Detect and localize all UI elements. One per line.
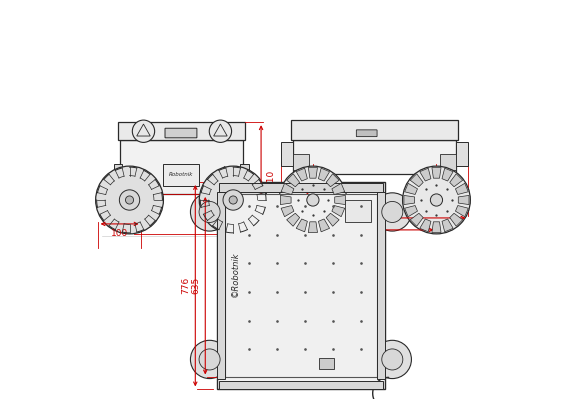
Polygon shape (450, 213, 463, 226)
Text: 100: 100 (111, 229, 128, 238)
Circle shape (382, 349, 403, 370)
Circle shape (96, 166, 164, 234)
Circle shape (279, 166, 347, 234)
Polygon shape (308, 222, 318, 232)
Circle shape (373, 340, 411, 378)
FancyBboxPatch shape (293, 140, 456, 174)
FancyBboxPatch shape (291, 120, 458, 140)
Polygon shape (410, 213, 423, 226)
Polygon shape (432, 222, 441, 232)
Text: 66: 66 (236, 208, 245, 220)
Polygon shape (332, 206, 345, 217)
Circle shape (190, 193, 229, 231)
Polygon shape (286, 213, 299, 226)
Text: 776: 776 (182, 277, 191, 294)
FancyBboxPatch shape (217, 182, 385, 389)
Circle shape (307, 194, 319, 206)
Circle shape (382, 202, 403, 222)
Text: Robotnik: Robotnik (169, 172, 194, 177)
Polygon shape (405, 183, 418, 194)
Polygon shape (286, 174, 299, 187)
Polygon shape (332, 183, 345, 194)
FancyBboxPatch shape (217, 192, 225, 379)
Text: Ø254: Ø254 (325, 206, 347, 215)
FancyBboxPatch shape (119, 140, 243, 194)
FancyBboxPatch shape (293, 154, 309, 170)
Polygon shape (432, 168, 441, 178)
FancyBboxPatch shape (114, 164, 122, 186)
FancyBboxPatch shape (225, 194, 377, 377)
Polygon shape (442, 168, 453, 181)
Polygon shape (281, 206, 294, 217)
Polygon shape (296, 168, 307, 181)
Polygon shape (456, 183, 468, 194)
FancyBboxPatch shape (241, 164, 249, 186)
FancyBboxPatch shape (345, 200, 371, 222)
Polygon shape (456, 206, 468, 217)
Circle shape (199, 349, 220, 370)
Polygon shape (335, 196, 345, 204)
Polygon shape (281, 183, 294, 194)
Polygon shape (458, 196, 469, 204)
Polygon shape (319, 168, 329, 181)
Polygon shape (280, 196, 291, 204)
FancyBboxPatch shape (377, 192, 385, 379)
Circle shape (119, 190, 140, 210)
FancyBboxPatch shape (165, 128, 197, 138)
FancyBboxPatch shape (118, 122, 245, 140)
Text: 510: 510 (266, 170, 275, 187)
FancyBboxPatch shape (164, 164, 199, 186)
Polygon shape (420, 168, 431, 181)
FancyBboxPatch shape (357, 130, 377, 137)
Circle shape (199, 166, 267, 234)
Polygon shape (420, 219, 431, 232)
Text: 635: 635 (191, 277, 200, 294)
Polygon shape (450, 174, 463, 187)
FancyBboxPatch shape (219, 183, 383, 192)
Circle shape (126, 196, 134, 204)
FancyBboxPatch shape (281, 142, 293, 166)
Circle shape (373, 193, 411, 231)
Polygon shape (319, 219, 329, 232)
FancyBboxPatch shape (219, 380, 383, 389)
Polygon shape (308, 168, 318, 178)
Circle shape (209, 120, 231, 142)
Polygon shape (405, 206, 418, 217)
FancyBboxPatch shape (456, 142, 468, 166)
Circle shape (402, 166, 470, 234)
Polygon shape (404, 196, 415, 204)
FancyBboxPatch shape (319, 358, 334, 370)
Text: 430: 430 (366, 216, 383, 225)
Polygon shape (296, 219, 307, 232)
Polygon shape (410, 174, 423, 187)
Circle shape (132, 120, 155, 142)
Text: 978: 978 (366, 204, 383, 213)
Polygon shape (442, 219, 453, 232)
FancyBboxPatch shape (440, 154, 456, 170)
Text: ©Robotnik: ©Robotnik (231, 251, 239, 296)
Circle shape (199, 202, 220, 222)
Circle shape (223, 190, 243, 210)
Polygon shape (326, 213, 339, 226)
Circle shape (229, 196, 237, 204)
Circle shape (190, 340, 229, 378)
Polygon shape (326, 174, 339, 187)
Circle shape (430, 194, 443, 206)
